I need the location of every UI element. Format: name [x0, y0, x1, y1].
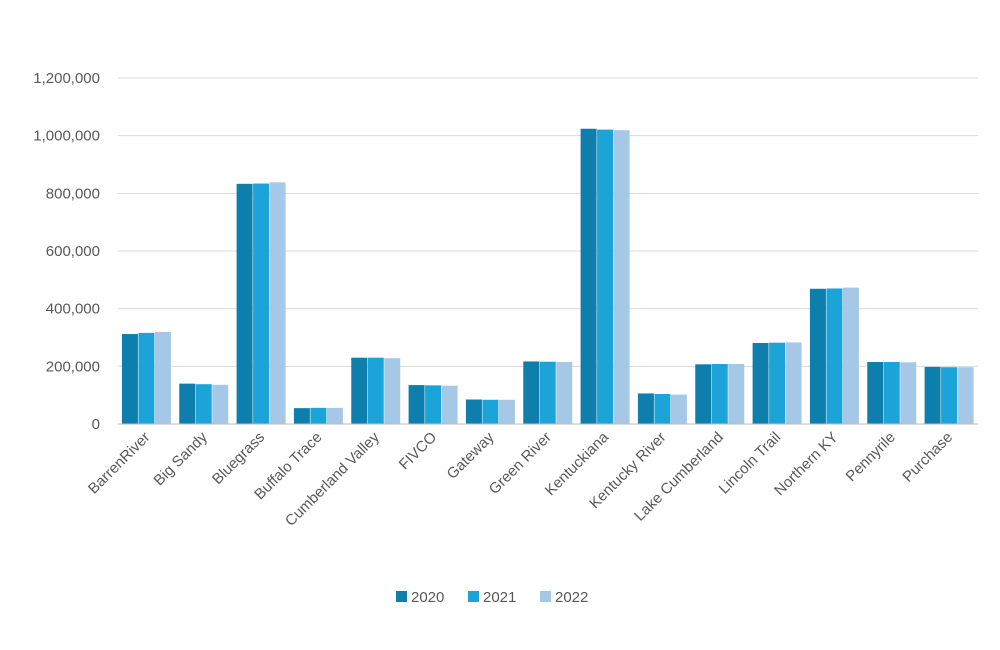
x-category-label: Big Sandy	[150, 428, 211, 489]
bar-2020-7	[523, 361, 540, 424]
y-tick-label: 1,200,000	[33, 70, 100, 87]
bar-2022-4	[384, 358, 401, 424]
bar-2020-8	[580, 128, 597, 424]
bar-2021-7	[539, 361, 556, 424]
legend-label: 2022	[555, 589, 588, 606]
x-category-label: Purchase	[899, 429, 956, 486]
bar-2022-8	[613, 130, 630, 424]
legend-label: 2021	[483, 589, 516, 606]
legend-label: 2020	[411, 589, 444, 606]
bar-2020-4	[351, 357, 368, 424]
bar-2021-2	[253, 183, 270, 424]
bar-2022-10	[728, 364, 745, 424]
y-tick-label: 1,000,000	[33, 128, 100, 145]
y-tick-label: 0	[92, 416, 100, 433]
bar-2020-14	[924, 366, 941, 424]
legend-swatch-2020	[396, 591, 407, 602]
y-tick-label: 400,000	[46, 301, 100, 318]
x-category-label: Bluegrass	[209, 429, 268, 488]
x-category-label: BarrenRiver	[85, 429, 154, 498]
bar-2022-2	[269, 182, 286, 424]
bar-2021-14	[941, 367, 958, 424]
bar-2022-12	[842, 287, 859, 424]
bar-2021-1	[195, 384, 212, 424]
bar-2020-10	[695, 364, 712, 424]
bar-2022-9	[670, 394, 687, 424]
bar-2022-7	[556, 362, 573, 424]
bar-2021-5	[425, 385, 442, 424]
bar-2021-4	[367, 357, 384, 424]
y-tick-label: 200,000	[46, 358, 100, 375]
bar-2021-10	[711, 364, 728, 424]
y-tick-label: 600,000	[46, 243, 100, 260]
bar-2020-6	[465, 399, 482, 424]
bars	[121, 128, 974, 424]
bar-2022-3	[326, 407, 343, 424]
bar-2021-11	[769, 342, 786, 424]
bar-2022-13	[900, 362, 917, 424]
x-category-label: Gateway	[444, 428, 498, 482]
bar-2020-5	[408, 385, 425, 424]
bar-2021-3	[310, 407, 327, 424]
legend-swatch-2021	[468, 591, 479, 602]
bar-2020-1	[179, 383, 196, 424]
bar-2020-12	[809, 288, 826, 424]
bar-2021-9	[654, 394, 671, 424]
bar-2020-11	[752, 342, 769, 424]
bar-2020-9	[637, 393, 654, 424]
bar-2020-0	[121, 334, 138, 424]
bar-2021-0	[138, 332, 155, 424]
x-category-label: Pennyrile	[843, 429, 899, 485]
x-category-label: FIVCO	[396, 429, 440, 473]
bar-2020-13	[867, 362, 884, 424]
bar-2021-12	[826, 288, 843, 424]
bar-2022-14	[957, 367, 974, 424]
bar-2020-2	[236, 183, 253, 424]
bar-2021-13	[883, 362, 900, 424]
legend: 2020 2021 2022	[396, 589, 588, 606]
bar-2021-6	[482, 399, 499, 424]
bar-2022-11	[785, 342, 802, 424]
y-tick-label: 800,000	[46, 185, 100, 202]
legend-swatch-2022	[540, 591, 551, 602]
bar-2022-5	[441, 385, 458, 424]
bar-2022-0	[154, 332, 171, 424]
x-category-label: Cumberland Valley	[282, 428, 383, 529]
bar-2022-1	[212, 384, 229, 424]
bar-2021-8	[597, 129, 614, 424]
bar-2022-6	[498, 399, 515, 424]
y-axis-tick-labels: 0 200,000 400,000 600,000 800,000 1,000,000 1,…	[33, 70, 100, 433]
bar-2020-3	[293, 408, 310, 424]
